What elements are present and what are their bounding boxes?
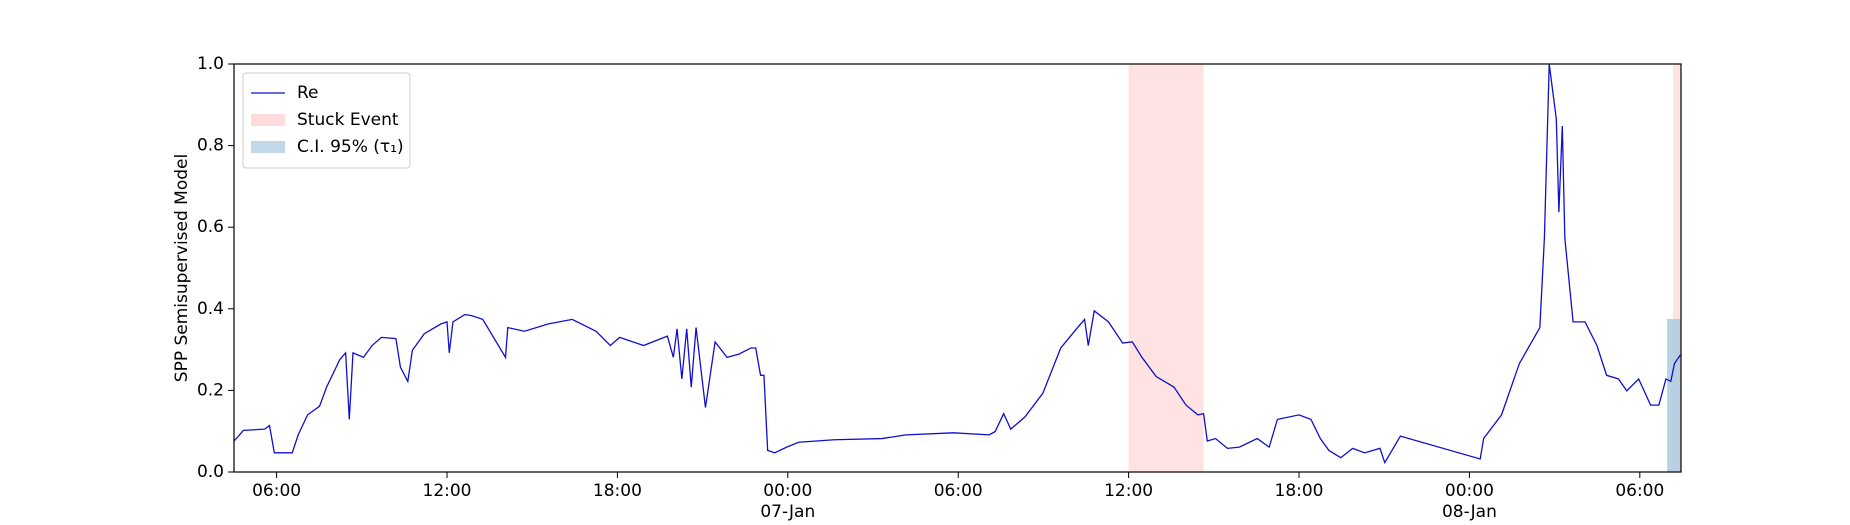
y-tick-label: 0.4 — [197, 299, 224, 319]
x-tick-label: 00:00 08-Jan — [1441, 481, 1497, 522]
legend-label: C.I. 95% (τ₁) — [297, 137, 404, 157]
region — [1673, 64, 1681, 472]
y-tick-label: 0.8 — [197, 136, 224, 156]
legend-label: Stuck Event — [297, 110, 399, 130]
x-tick-label: 18:00 — [592, 481, 642, 501]
y-axis-label: SPP Semisupervised Model — [172, 154, 192, 382]
y-tick-label: 0.2 — [197, 380, 224, 400]
region — [1128, 64, 1204, 472]
x-tick-label: 12:00 — [422, 481, 472, 501]
y-tick-label: 0.0 — [197, 462, 224, 482]
region — [1667, 319, 1681, 472]
plot-frame — [233, 63, 1682, 473]
x-tick-label: 18:00 — [1274, 481, 1324, 501]
x-tick-label: 06:00 — [1615, 481, 1665, 501]
x-tick-label: 06:00 — [933, 481, 983, 501]
legend-swatch — [251, 141, 285, 153]
x-tick-label: 00:00 07-Jan 1900 — [760, 481, 816, 525]
x-tick-label: 12:00 — [1104, 481, 1154, 501]
x-tick-label: 06:00 — [252, 481, 302, 501]
data-line — [233, 63, 1681, 465]
legend-label: Re — [297, 83, 319, 103]
y-tick-label: 1.0 — [197, 54, 224, 74]
legend-swatch — [251, 114, 285, 126]
y-tick-label: 0.6 — [197, 217, 224, 237]
